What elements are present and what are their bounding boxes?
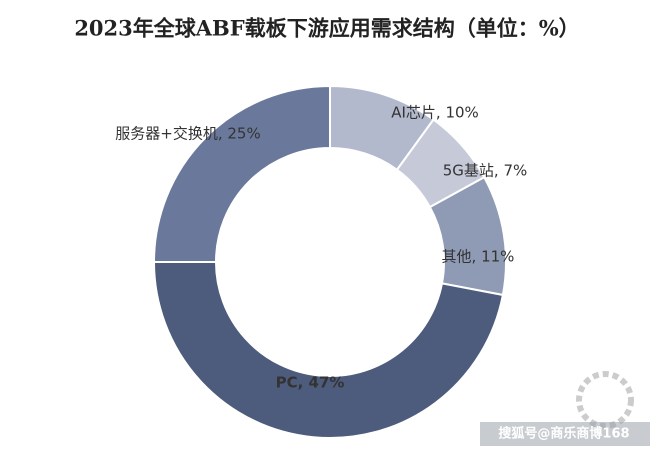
donut-slice — [152, 84, 331, 263]
slice-label: PC, 47% — [276, 374, 345, 392]
donut-slice — [152, 261, 505, 439]
slice-label: AI芯片, 10% — [391, 104, 479, 122]
watermark-logo — [480, 371, 650, 446]
slice-label: 5G基站, 7% — [443, 162, 528, 180]
watermark: 搜狐号@商乐商博168 — [498, 426, 629, 442]
slice-label: 服务器+交换机, 25% — [115, 125, 260, 143]
chart-title: 2023年全球ABF载板下游应用需求结构（单位：%） — [74, 16, 579, 41]
slice-label: 其他, 11% — [442, 248, 515, 266]
